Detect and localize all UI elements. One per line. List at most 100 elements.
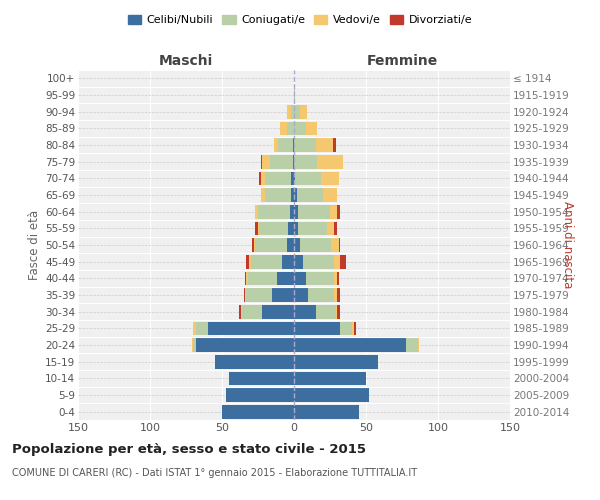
Bar <box>192 338 193 352</box>
Bar <box>297 188 323 202</box>
Bar <box>269 155 293 168</box>
Bar <box>294 238 300 252</box>
Bar <box>418 338 419 352</box>
Bar <box>294 388 369 402</box>
Bar <box>317 155 343 168</box>
Bar <box>334 222 337 235</box>
Bar <box>277 272 294 285</box>
Y-axis label: Anni di nascita: Anni di nascita <box>560 202 574 288</box>
Bar <box>193 338 196 352</box>
Bar <box>294 255 302 268</box>
Bar <box>262 155 269 168</box>
Bar <box>294 222 298 235</box>
Bar <box>294 138 316 152</box>
Bar <box>294 372 366 385</box>
Bar <box>406 338 418 352</box>
Bar <box>259 172 261 185</box>
Bar <box>247 255 250 268</box>
Bar <box>294 205 298 218</box>
Bar <box>250 255 251 268</box>
Bar <box>294 105 300 118</box>
Bar <box>272 288 294 302</box>
Bar <box>294 155 317 168</box>
Bar <box>294 355 377 368</box>
Bar <box>334 255 340 268</box>
Bar <box>261 172 265 185</box>
Bar <box>259 222 288 235</box>
Bar <box>331 238 338 252</box>
Bar <box>337 272 338 285</box>
Bar <box>291 188 294 202</box>
Bar <box>229 372 294 385</box>
Bar <box>298 222 327 235</box>
Bar <box>293 155 294 168</box>
Bar <box>291 172 294 185</box>
Bar <box>327 222 334 235</box>
Bar <box>247 272 248 285</box>
Bar <box>340 255 346 268</box>
Bar <box>288 222 294 235</box>
Bar <box>355 322 356 335</box>
Bar <box>245 272 247 285</box>
Bar <box>302 255 334 268</box>
Bar <box>300 238 331 252</box>
Text: Femmine: Femmine <box>367 54 437 68</box>
Bar <box>294 305 316 318</box>
Bar <box>294 405 359 418</box>
Bar <box>241 305 242 318</box>
Bar <box>196 322 208 335</box>
Bar <box>338 238 340 252</box>
Bar <box>287 238 294 252</box>
Bar <box>208 322 294 335</box>
Bar <box>244 288 245 302</box>
Bar <box>262 305 294 318</box>
Bar <box>294 288 308 302</box>
Bar <box>305 272 334 285</box>
Bar <box>294 188 297 202</box>
Bar <box>255 238 287 252</box>
Bar <box>334 288 337 302</box>
Bar <box>305 122 317 135</box>
Bar <box>322 172 338 185</box>
Bar <box>215 355 294 368</box>
Bar <box>323 188 337 202</box>
Bar <box>274 138 278 152</box>
Bar <box>278 138 293 152</box>
Bar <box>337 205 340 218</box>
Bar <box>255 205 258 218</box>
Bar <box>300 105 307 118</box>
Bar <box>316 138 333 152</box>
Bar <box>298 205 330 218</box>
Bar <box>245 288 247 302</box>
Bar <box>283 255 294 268</box>
Text: Maschi: Maschi <box>159 54 213 68</box>
Bar <box>294 322 340 335</box>
Bar <box>265 172 291 185</box>
Bar <box>294 122 305 135</box>
Bar <box>222 405 294 418</box>
Bar <box>295 172 322 185</box>
Bar <box>251 255 283 268</box>
Bar <box>239 305 241 318</box>
Bar <box>258 205 290 218</box>
Bar <box>294 272 305 285</box>
Y-axis label: Fasce di età: Fasce di età <box>28 210 41 280</box>
Bar <box>308 288 334 302</box>
Bar <box>340 322 352 335</box>
Bar <box>265 188 291 202</box>
Bar <box>334 272 337 285</box>
Bar <box>248 272 277 285</box>
Bar <box>291 105 294 118</box>
Bar <box>196 338 294 352</box>
Text: Popolazione per età, sesso e stato civile - 2015: Popolazione per età, sesso e stato civil… <box>12 442 366 456</box>
Bar <box>293 138 294 152</box>
Text: COMUNE DI CARERI (RC) - Dati ISTAT 1° gennaio 2015 - Elaborazione TUTTITALIA.IT: COMUNE DI CARERI (RC) - Dati ISTAT 1° ge… <box>12 468 417 477</box>
Bar <box>330 205 337 218</box>
Bar <box>337 288 340 302</box>
Bar <box>193 322 196 335</box>
Bar <box>261 188 265 202</box>
Bar <box>258 222 259 235</box>
Bar <box>287 122 294 135</box>
Bar <box>280 122 287 135</box>
Bar <box>287 105 291 118</box>
